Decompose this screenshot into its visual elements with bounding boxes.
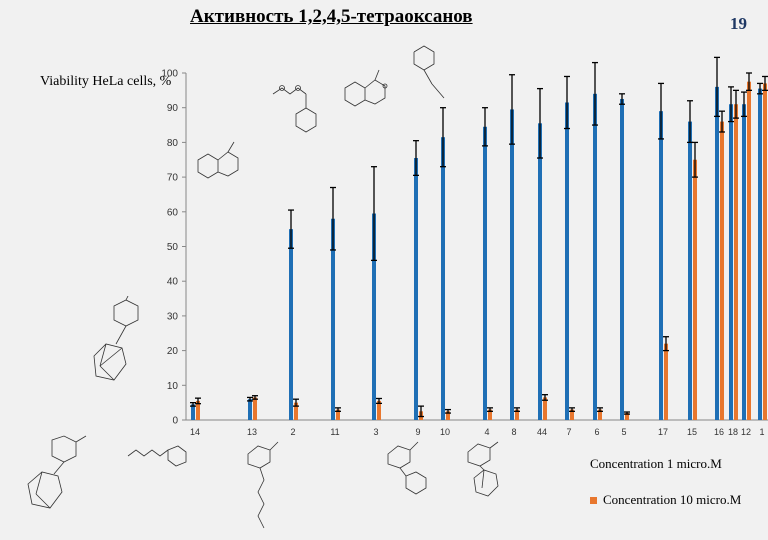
y-tick-label: 80 (167, 138, 179, 149)
bar-conc1-7 (565, 102, 569, 421)
y-tick-label: 50 (167, 242, 179, 253)
molecule-structure (240, 440, 300, 530)
x-tick-label: 1 (759, 427, 764, 437)
y-axis-title: Viability HeLa cells, % (40, 74, 172, 89)
bar-conc1-15 (688, 121, 692, 420)
bar-conc1-14 (191, 404, 195, 420)
x-tick-label: 9 (415, 427, 420, 437)
y-tick-label: 20 (167, 346, 179, 357)
bar-conc1-11 (331, 218, 335, 420)
bar-conc10-8 (515, 409, 519, 420)
bar-conc10-44 (543, 397, 547, 420)
x-tick-label: 6 (594, 427, 599, 437)
x-tick-label: 12 (741, 427, 751, 437)
bar-conc1-2 (289, 229, 293, 420)
legend-item-2: Concentration 10 micro.M (590, 492, 741, 508)
x-tick-label: 2 (290, 427, 295, 437)
legend-label-2: Concentration 10 micro.M (603, 492, 742, 507)
bar-conc10-10 (446, 411, 450, 420)
x-tick-label: 18 (728, 427, 738, 437)
bar-conc1-5 (620, 99, 624, 421)
legend-label-1: Concentration 1 micro.M (590, 456, 722, 471)
x-tick-label: 5 (621, 427, 626, 437)
molecule-structure (190, 140, 245, 185)
bar-conc10-1 (763, 83, 767, 420)
molecule-structure (76, 296, 156, 391)
bar-conc10-13 (253, 397, 257, 420)
molecule-structure (382, 440, 437, 495)
x-tick-label: 44 (537, 427, 547, 437)
bar-conc1-3 (372, 213, 376, 420)
bar-conc10-7 (570, 409, 574, 420)
bar-conc10-17 (664, 343, 668, 420)
x-tick-label: 8 (511, 427, 516, 437)
molecule-structure (14, 434, 94, 514)
bar-conc10-16 (720, 121, 724, 420)
bar-conc1-8 (510, 109, 514, 420)
bar-conc10-3 (377, 400, 381, 420)
bar-conc10-11 (336, 409, 340, 420)
bar-conc10-2 (294, 402, 298, 420)
molecule-structure (335, 68, 395, 113)
legend-swatch-2 (590, 496, 597, 504)
x-tick-label: 4 (484, 427, 489, 437)
bar-conc10-5 (625, 413, 629, 420)
bar-conc1-16 (715, 86, 719, 420)
bar-conc10-14 (196, 400, 200, 420)
y-tick-label: 0 (172, 416, 178, 427)
y-tick-label: 100 (161, 69, 178, 80)
x-tick-label: 15 (687, 427, 697, 437)
y-tick-label: 90 (167, 103, 179, 114)
molecule-structure (462, 440, 512, 500)
bar-conc1-1 (758, 88, 762, 421)
x-tick-label: 17 (658, 427, 668, 437)
bar-conc1-13 (248, 399, 252, 420)
bar-conc10-18 (734, 104, 738, 420)
x-tick-label: 16 (714, 427, 724, 437)
slide-title: Активность 1,2,4,5-тетраоксанов (190, 6, 473, 27)
molecule-structure (126, 440, 196, 470)
bar-conc1-18 (729, 104, 733, 420)
x-tick-label: 14 (190, 427, 200, 437)
molecule-structure (268, 76, 338, 136)
x-tick-label: 3 (373, 427, 378, 437)
y-tick-label: 70 (167, 173, 179, 184)
x-tick-label: 10 (440, 427, 450, 437)
bar-conc1-17 (659, 111, 663, 421)
slide-number: 19 (730, 14, 747, 33)
bar-conc10-6 (598, 409, 602, 420)
y-tick-label: 10 (167, 381, 179, 392)
bar-conc1-44 (538, 123, 542, 420)
x-tick-label: 11 (330, 427, 339, 437)
bar-conc10-4 (488, 409, 492, 420)
legend-item-1: Concentration 1 micro.M (590, 456, 722, 472)
y-tick-label: 30 (167, 311, 179, 322)
bar-conc1-6 (593, 93, 597, 420)
y-tick-label: 40 (167, 277, 179, 288)
bar-conc1-12 (742, 104, 746, 420)
bar-conc1-4 (483, 126, 487, 420)
x-tick-label: 13 (247, 427, 257, 437)
bar-conc10-12 (747, 81, 751, 421)
bar-conc1-10 (441, 137, 445, 420)
bar-conc10-15 (693, 159, 697, 420)
bar-conc1-9 (414, 158, 418, 420)
y-tick-label: 60 (167, 207, 179, 218)
x-tick-label: 7 (566, 427, 571, 437)
molecule-structure (404, 42, 454, 102)
